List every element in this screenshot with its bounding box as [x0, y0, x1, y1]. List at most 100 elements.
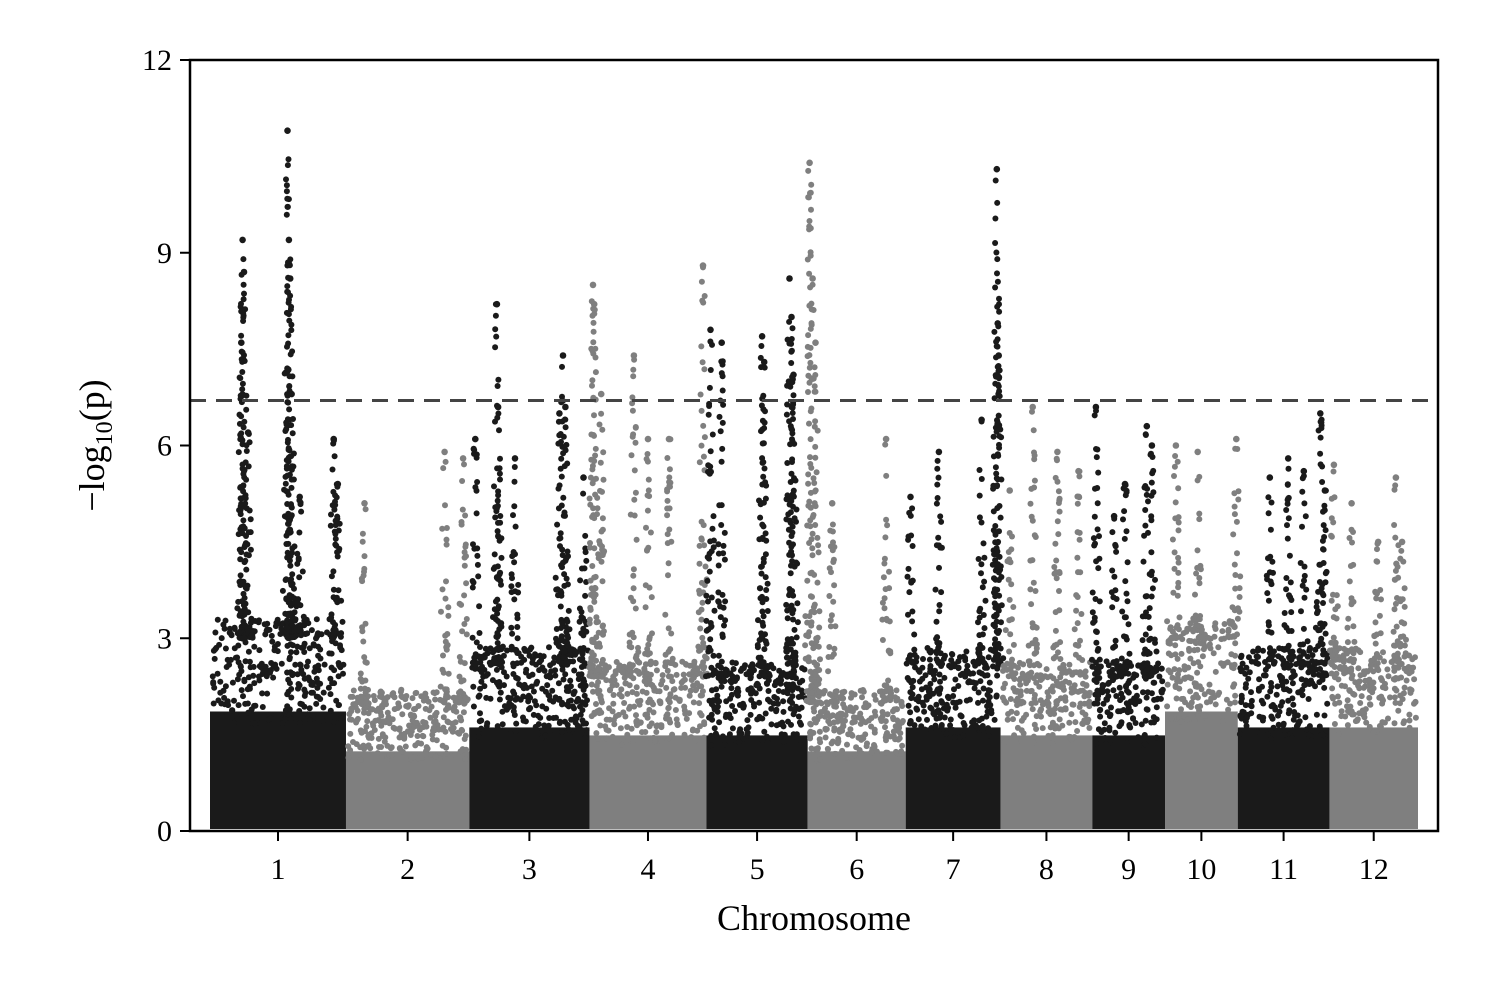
snp-point — [749, 687, 756, 694]
snp-point — [332, 535, 339, 542]
peak-snp-point — [1075, 467, 1082, 475]
snp-point — [598, 699, 605, 706]
snp-point — [977, 605, 984, 612]
snp-point — [1045, 703, 1052, 710]
snp-point — [476, 630, 483, 636]
snp-point — [686, 710, 693, 717]
snp-point — [807, 359, 814, 366]
snp-point — [758, 343, 765, 349]
snp-point — [627, 594, 634, 601]
snp-point — [1357, 672, 1364, 679]
peak-snp-point — [1321, 487, 1329, 494]
snp-point — [578, 630, 585, 637]
snp-point — [357, 727, 364, 734]
snp-point — [461, 592, 468, 599]
snp-point — [714, 733, 720, 740]
snp-point — [851, 752, 858, 759]
snp-point — [591, 639, 597, 646]
snp-point — [715, 589, 722, 596]
snp-point — [633, 536, 640, 543]
snp-point — [1008, 662, 1015, 669]
snp-point — [571, 667, 578, 674]
snp-point — [1003, 738, 1010, 745]
snp-point — [844, 707, 851, 714]
snp-point — [833, 693, 840, 699]
snp-point — [1309, 652, 1316, 659]
snp-point — [445, 604, 452, 611]
dense-points-block — [1329, 727, 1418, 829]
snp-point — [498, 664, 505, 671]
snp-point — [1186, 647, 1193, 654]
snp-point — [514, 615, 521, 622]
snp-point — [1200, 646, 1207, 653]
snp-point — [1237, 713, 1244, 720]
snp-point — [243, 476, 250, 483]
snp-point — [487, 645, 494, 652]
snp-point — [970, 670, 977, 677]
snp-point — [1320, 647, 1327, 654]
snp-point — [783, 601, 790, 608]
snp-point — [384, 709, 391, 716]
snp-point — [883, 516, 890, 523]
snp-point — [1184, 625, 1191, 632]
snp-point — [1267, 655, 1273, 662]
snp-point — [420, 697, 427, 704]
snp-point — [1196, 616, 1203, 623]
snp-point — [1152, 576, 1158, 583]
snp-point — [461, 461, 467, 468]
snp-point — [592, 452, 599, 459]
snp-point — [495, 376, 502, 383]
snp-point — [237, 556, 244, 563]
snp-point — [418, 693, 425, 700]
snp-point — [291, 543, 298, 550]
snp-point — [390, 690, 397, 697]
snp-point — [732, 660, 739, 667]
peak-snp-point — [493, 300, 501, 308]
snp-point — [811, 383, 818, 390]
snp-point — [1143, 593, 1150, 600]
snp-point — [295, 685, 301, 692]
snp-point — [969, 719, 976, 726]
snp-point — [492, 344, 499, 351]
snp-point — [1191, 718, 1198, 724]
snp-point — [1356, 685, 1363, 692]
snp-point — [562, 718, 568, 725]
snp-point — [1096, 533, 1102, 540]
snp-point — [664, 497, 671, 504]
snp-point — [473, 639, 480, 646]
snp-point — [1224, 659, 1231, 666]
snp-point — [1299, 523, 1305, 530]
snp-point — [979, 631, 986, 638]
snp-point — [994, 363, 1001, 370]
snp-point — [241, 290, 247, 297]
snp-point — [1074, 554, 1081, 561]
snp-point — [913, 705, 920, 712]
snp-point — [1123, 740, 1130, 746]
snp-point — [1304, 638, 1311, 645]
snp-point — [1236, 731, 1243, 738]
snp-point — [493, 333, 500, 340]
snp-point — [716, 719, 723, 726]
snp-point — [788, 336, 795, 342]
snp-point — [1066, 719, 1073, 726]
snp-point — [1142, 522, 1149, 529]
snp-point — [882, 718, 889, 725]
snp-point — [432, 711, 439, 718]
snp-point — [274, 641, 281, 647]
snp-point — [921, 708, 928, 715]
snp-point — [219, 713, 226, 720]
snp-point — [644, 451, 651, 457]
snp-point — [238, 430, 245, 437]
snp-point — [1110, 742, 1117, 749]
snp-point — [642, 729, 649, 735]
snp-point — [1313, 599, 1320, 605]
snp-point — [1122, 578, 1129, 585]
snp-point — [715, 562, 722, 569]
snp-point — [231, 720, 238, 726]
snp-point — [1212, 626, 1219, 632]
snp-point — [1019, 698, 1026, 705]
snp-point — [1296, 689, 1303, 696]
snp-point — [443, 525, 450, 531]
snp-point — [429, 731, 436, 738]
snp-point — [707, 338, 714, 345]
